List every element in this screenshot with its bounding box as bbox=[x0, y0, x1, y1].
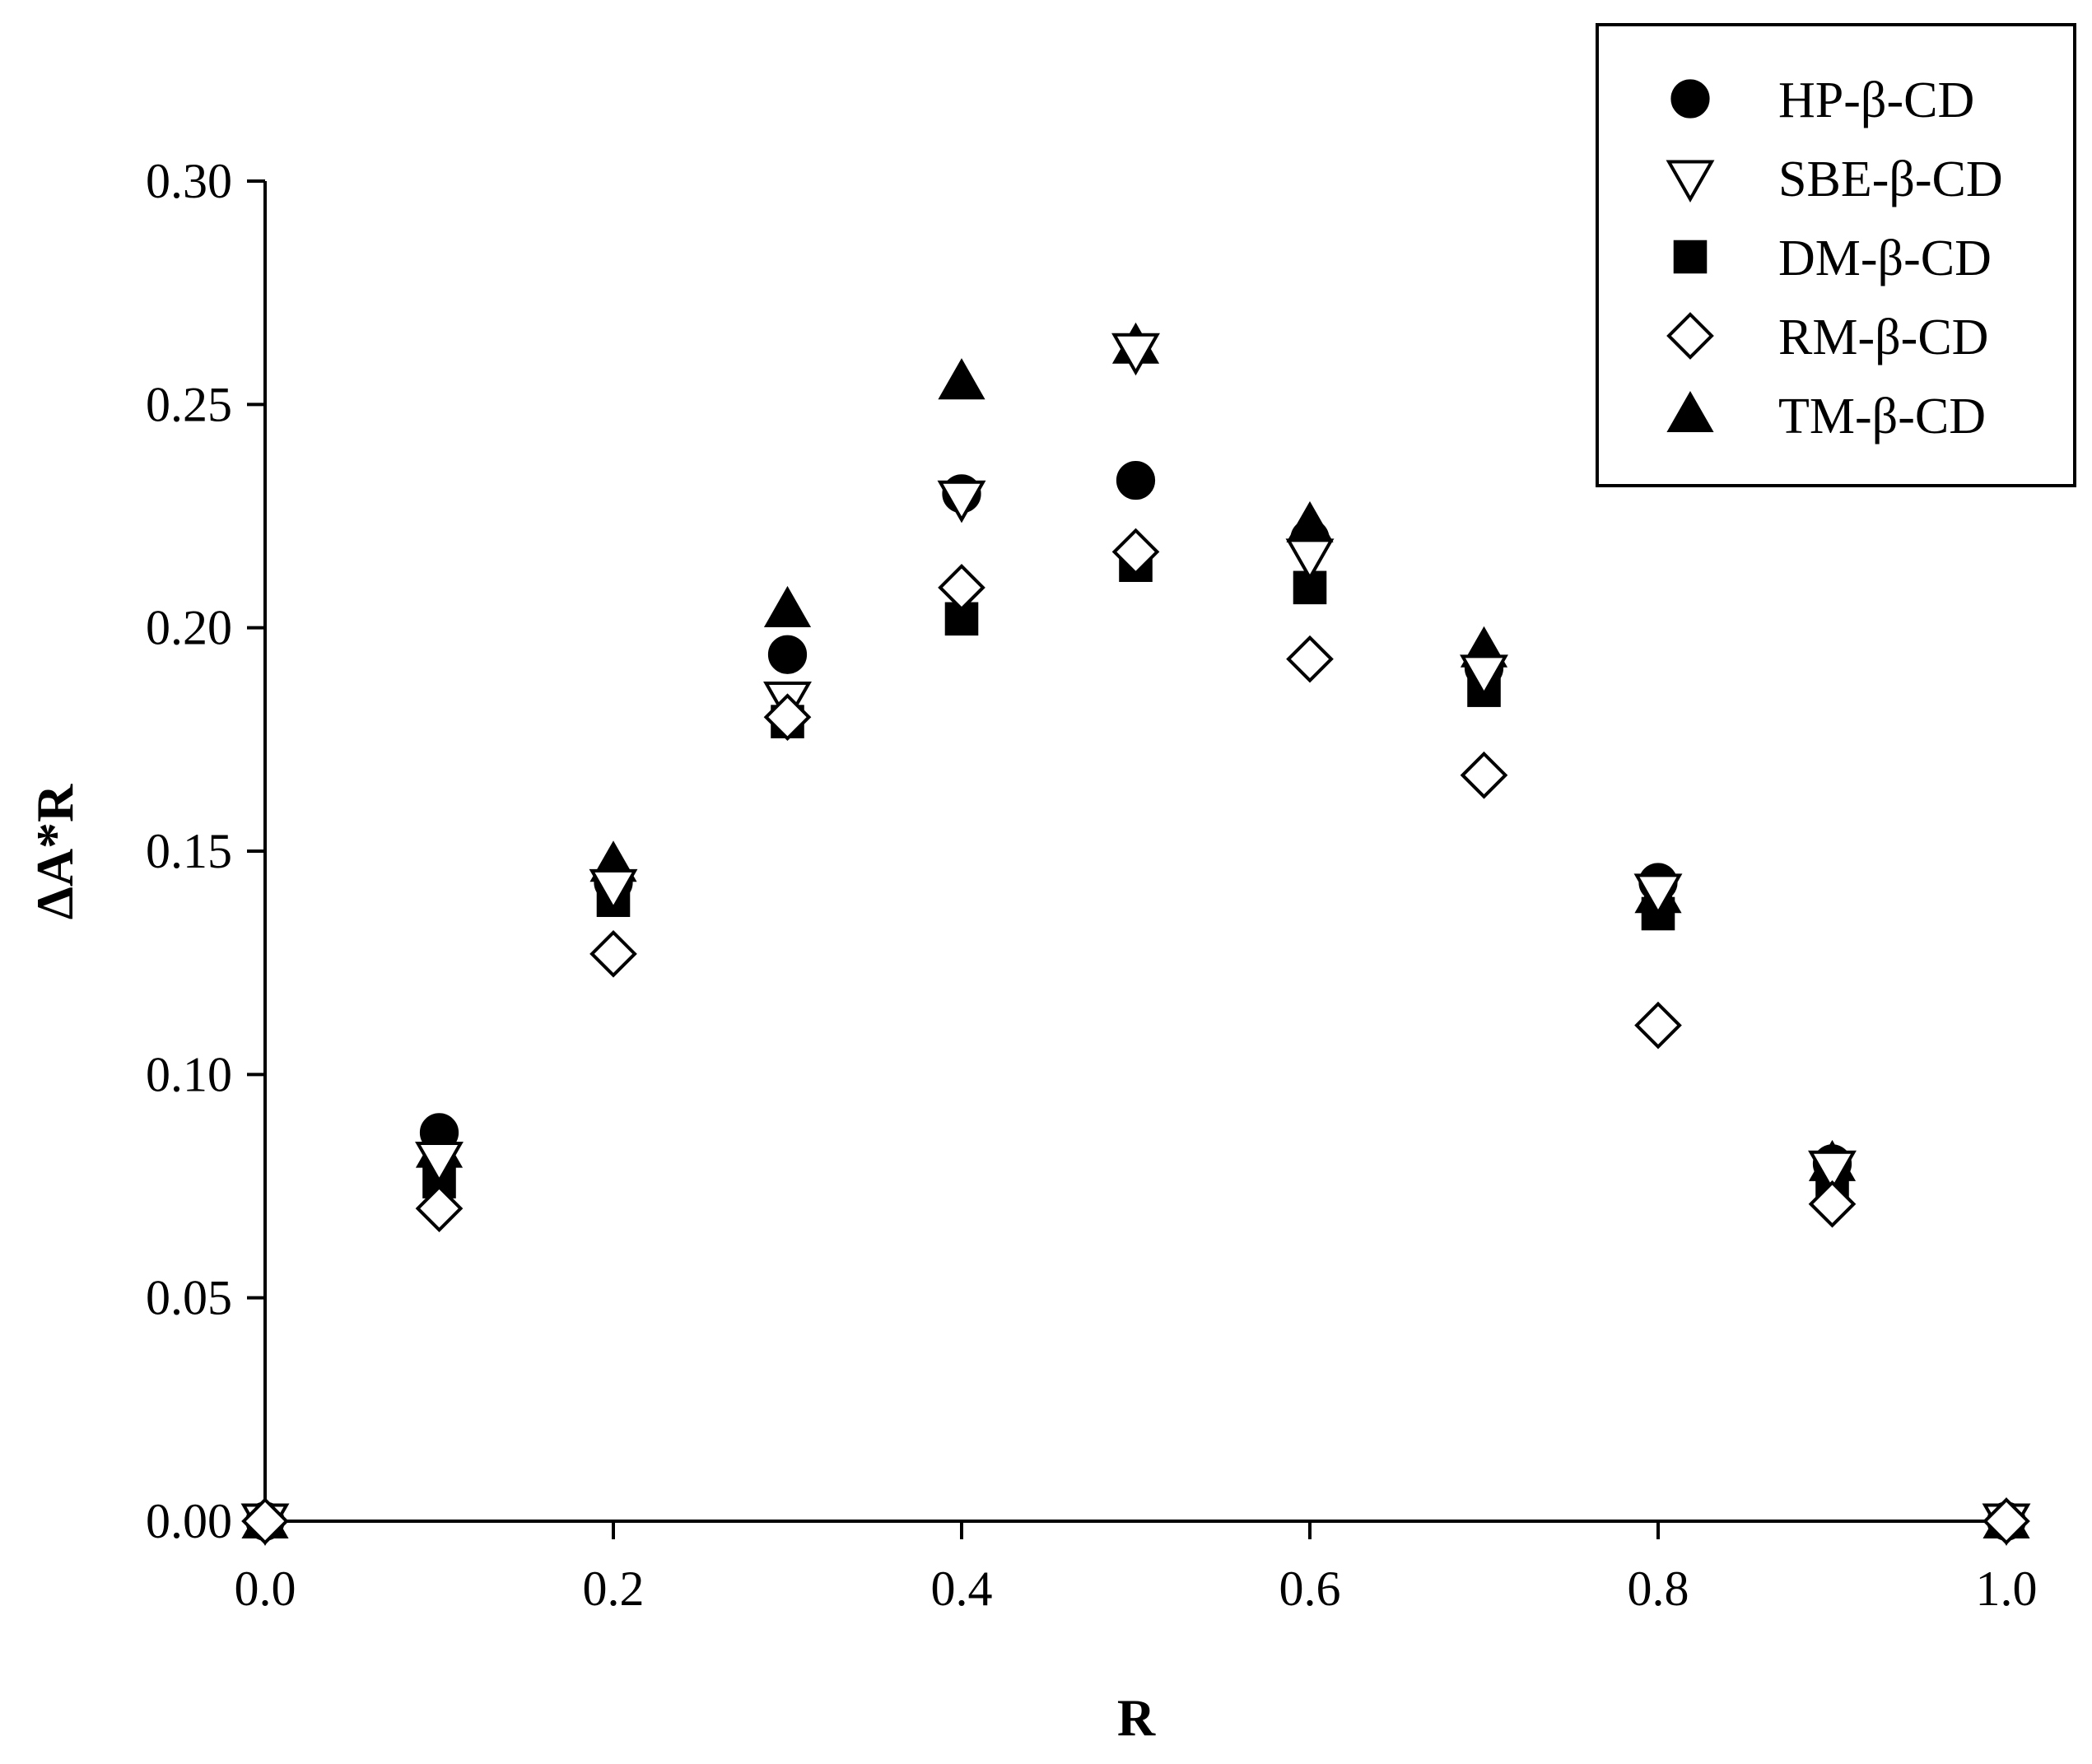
y-tick-label: 0.30 bbox=[146, 154, 232, 208]
data-point-sbe-cd bbox=[1808, 1150, 1857, 1194]
data-point-sbe-cd bbox=[415, 1141, 464, 1185]
data-point-sbe-cd bbox=[1285, 538, 1335, 581]
data-point-sbe-cd bbox=[1633, 873, 1683, 916]
data-point-rm-cd bbox=[415, 1185, 464, 1232]
legend-marker-hp-cd bbox=[1670, 79, 1710, 119]
y-tick-label: 0.25 bbox=[146, 377, 232, 431]
legend-marker-rm-cd bbox=[1666, 312, 1714, 360]
legend-marker-dm-cd bbox=[1673, 240, 1708, 274]
data-point-rm-cd bbox=[589, 929, 637, 978]
data-point-hp-cd bbox=[767, 635, 808, 674]
data-point-tm-cd bbox=[763, 585, 812, 627]
y-axis-title: ΔA*R bbox=[26, 784, 84, 919]
data-point-rm-cd bbox=[1983, 1497, 2030, 1545]
data-point-rm-cd bbox=[1808, 1180, 1857, 1228]
x-axis-title: R bbox=[1117, 1688, 1156, 1747]
data-point-tm-cd bbox=[938, 358, 985, 400]
x-tick-label: 0.8 bbox=[1628, 1562, 1689, 1616]
y-tick-label: 0.15 bbox=[146, 824, 232, 878]
legend-label-rm-cd: RM-β-CD bbox=[1778, 310, 1988, 365]
data-point-rm-cd bbox=[241, 1497, 289, 1545]
tick-marks: 0.00 0.05 0.10 0.15 0.20 0.25 0.30 0.0 0.2 0.4 0.6… bbox=[146, 154, 2038, 1616]
x-tick-label: 1.0 bbox=[1976, 1562, 2038, 1616]
data-point-rm-cd bbox=[1460, 751, 1508, 799]
x-tick-label: 0.2 bbox=[583, 1562, 645, 1616]
data-point-sbe-cd bbox=[1111, 333, 1160, 376]
y-tick-label: 0.05 bbox=[146, 1271, 232, 1325]
data-point-sbe-cd bbox=[589, 868, 638, 912]
x-tick-label: 0.6 bbox=[1279, 1562, 1341, 1616]
legend-label-tm-cd: TM-β-CD bbox=[1778, 389, 1986, 444]
y-tick-label: 0.10 bbox=[146, 1047, 232, 1101]
x-tick-label: 0.0 bbox=[235, 1562, 296, 1616]
legend: HP-β-CD SBE-β-CD DM-β-CD RM-β-CD TM-β-CD bbox=[1596, 23, 2076, 487]
legend-label-sbe-cd: SBE-β-CD bbox=[1778, 151, 2003, 207]
legend-label-dm-cd: DM-β-CD bbox=[1778, 230, 1992, 286]
legend-marker-tm-cd bbox=[1666, 390, 1714, 432]
data-point-rm-cd bbox=[1634, 1001, 1682, 1050]
data-point-rm-cd bbox=[938, 563, 985, 612]
data-point-sbe-cd bbox=[937, 480, 986, 524]
data-point-rm-cd bbox=[1111, 528, 1160, 576]
legend-marker-sbe-cd bbox=[1666, 160, 1715, 203]
legend-label-hp-cd: HP-β-CD bbox=[1778, 72, 1974, 128]
data-point-rm-cd bbox=[1286, 635, 1334, 683]
x-tick-label: 0.4 bbox=[931, 1562, 993, 1616]
data-point-rm-cd bbox=[763, 693, 812, 742]
y-tick-label: 0.00 bbox=[146, 1494, 232, 1548]
data-point-sbe-cd bbox=[1460, 654, 1508, 697]
y-tick-label: 0.20 bbox=[146, 601, 232, 655]
data-point-hp-cd bbox=[1116, 460, 1156, 500]
data-points bbox=[240, 322, 2031, 1547]
